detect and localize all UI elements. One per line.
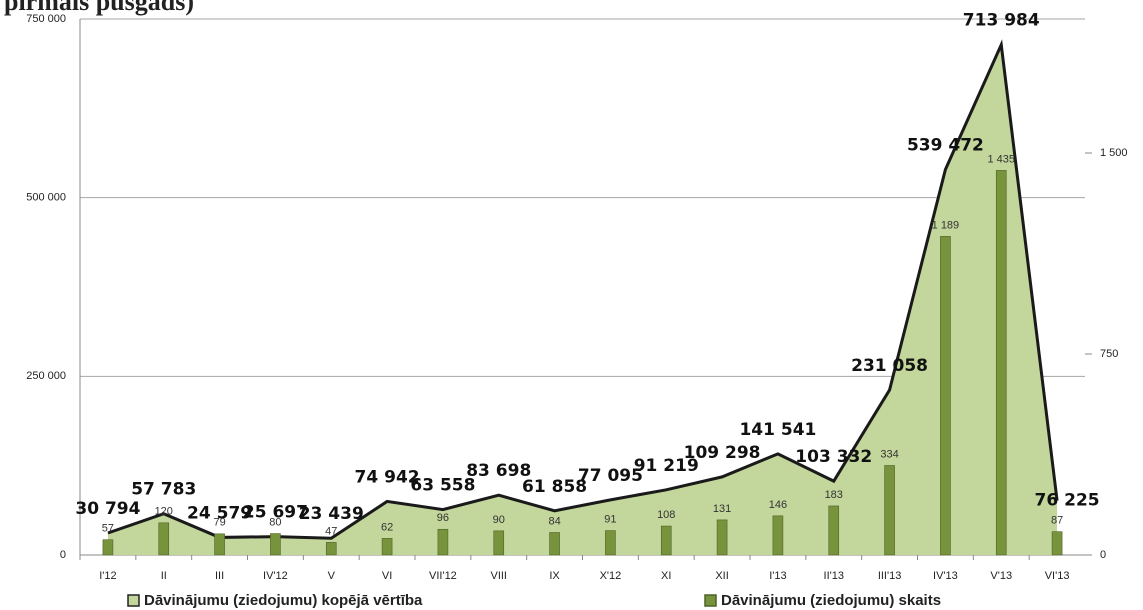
bar (493, 530, 505, 556)
bar (1051, 531, 1063, 556)
x-tick-label: V (328, 570, 336, 582)
x-tick-label: VII'12 (429, 570, 457, 582)
bar (716, 519, 728, 556)
area-value-label: 63 558 (410, 476, 475, 496)
bar-value-label: 84 (548, 515, 560, 527)
bar (940, 236, 951, 556)
bar (660, 525, 672, 556)
bar (437, 528, 449, 556)
bar (605, 530, 616, 556)
bar-value-label: 146 (769, 499, 787, 511)
area-value-label: 23 439 (299, 504, 364, 524)
bar (549, 532, 560, 556)
x-tick-label: VI (382, 570, 392, 582)
area-value-label: 103 332 (795, 447, 872, 467)
area-line (107, 39, 1059, 540)
bar-value-label: 80 (269, 516, 281, 528)
x-tick-label: III'13 (878, 570, 902, 582)
bar-value-label: 91 (604, 514, 616, 526)
y2-tick-label: 750 (1100, 348, 1118, 360)
area-value-label: 91 219 (634, 456, 699, 476)
bar-value-label: 120 (155, 506, 173, 518)
area-value-label: 30 794 (75, 499, 140, 519)
x-tick-label: IX (549, 570, 560, 582)
area (107, 44, 1058, 555)
x-tick-label: X'12 (600, 570, 622, 582)
bar (772, 515, 784, 556)
area-value-label: 83 698 (466, 461, 531, 481)
bar-value-label: 62 (381, 521, 393, 533)
area-value-label: 74 942 (355, 467, 420, 487)
area-value-label: 539 472 (907, 135, 984, 155)
bar-value-label: 57 (102, 523, 114, 535)
bar-value-label: 108 (657, 509, 675, 521)
x-tick-label: III (215, 570, 224, 582)
y-tick-label: 750 000 (26, 13, 66, 25)
x-tick-label: VIII (490, 570, 507, 582)
area-value-label: 713 984 (963, 11, 1040, 31)
legend-swatch (704, 594, 717, 607)
legend-swatch (127, 594, 140, 607)
legend-label: Dāvinājumu (ziedojumu) kopējā vērtība (144, 592, 423, 609)
x-tick-label: IV'12 (263, 570, 288, 582)
bar-value-label: 1 435 (987, 153, 1015, 165)
bar (828, 505, 840, 556)
x-tick-label: I'12 (99, 570, 116, 582)
bar (158, 522, 170, 556)
area-value-label: 231 058 (851, 356, 928, 376)
x-tick-label: I'13 (769, 570, 786, 582)
y-tick-label: 500 000 (26, 192, 66, 204)
area-value-label: 25 697 (243, 503, 308, 523)
bar (102, 539, 114, 556)
y2-tick-label: 0 (1100, 549, 1106, 561)
x-tick-label: XI (661, 570, 671, 582)
area-value-label: 76 225 (1035, 491, 1100, 511)
bar (325, 542, 337, 556)
area-value-label: 141 541 (739, 420, 816, 440)
bar (270, 533, 281, 556)
area-value-label: 24 579 (187, 503, 252, 523)
bar-value-label: 96 (437, 512, 449, 524)
bar (995, 170, 1007, 556)
area-value-label: 109 298 (684, 443, 761, 463)
bar (214, 533, 225, 556)
x-tick-label: V'13 (990, 570, 1012, 582)
area-value-label: 77 095 (578, 466, 643, 486)
x-tick-label: XII (715, 570, 728, 582)
bar-value-label: 87 (1051, 515, 1063, 527)
bar (381, 538, 393, 556)
area-value-label: 61 858 (522, 477, 587, 497)
bar-value-label: 90 (493, 514, 505, 526)
bar-value-label: 183 (825, 489, 843, 501)
bar (884, 465, 895, 556)
x-tick-label: II'13 (824, 570, 844, 582)
bar-value-label: 47 (325, 525, 337, 537)
x-tick-label: VI'13 (1045, 570, 1070, 582)
legend-label: Dāvinājumu (ziedojumu) skaits (721, 592, 941, 609)
bar-value-label: 79 (213, 517, 225, 529)
y-tick-label: 0 (60, 549, 66, 561)
y2-tick-label: 1 500 (1100, 147, 1128, 159)
x-tick-label: IV'13 (933, 570, 958, 582)
y-tick-label: 250 000 (26, 370, 66, 382)
chart-title: pirmais pusgads) (4, 0, 194, 16)
bar-value-label: 334 (880, 448, 898, 460)
area-value-label: 57 783 (131, 480, 196, 500)
x-tick-label: II (161, 570, 167, 582)
bar-value-label: 1 189 (932, 219, 960, 231)
bar-value-label: 131 (713, 503, 731, 515)
